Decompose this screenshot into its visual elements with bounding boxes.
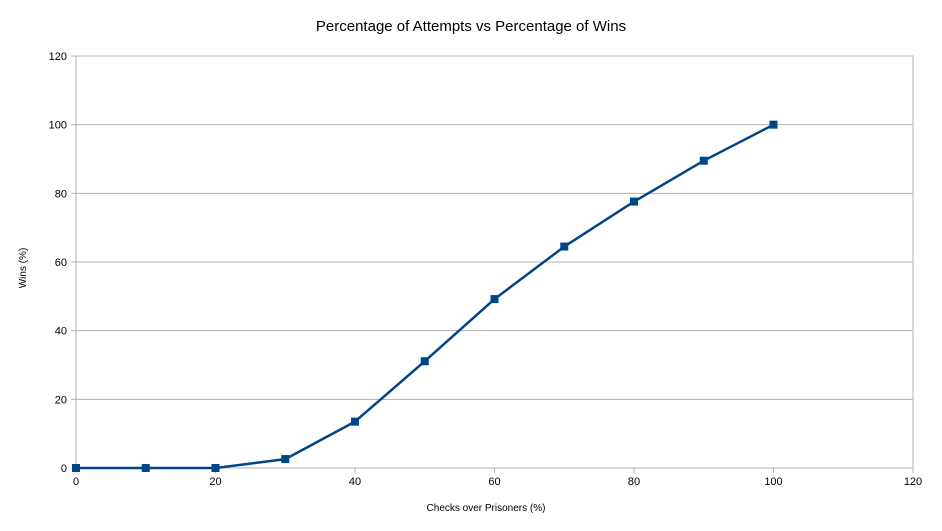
data-point-marker — [420, 357, 429, 366]
x-tick-label: 80 — [628, 476, 640, 488]
y-axis-ticks: 0 20 40 60 80 100 120 — [49, 51, 76, 475]
data-point-marker — [769, 120, 778, 129]
y-tick-label: 120 — [49, 51, 67, 63]
x-axis-ticks: 0 20 40 60 80 100 120 — [73, 468, 922, 488]
data-point-marker — [351, 417, 359, 426]
gridlines — [76, 55, 913, 469]
data-series — [72, 120, 778, 472]
x-axis-label: Checks over Prisoners (%) — [427, 503, 546, 514]
y-tick-label: 40 — [55, 326, 67, 338]
y-tick-label: 100 — [49, 120, 67, 132]
chart-title: Percentage of Attempts vs Percentage of … — [316, 18, 626, 35]
x-tick-label: 100 — [764, 476, 782, 488]
series-line — [76, 123, 775, 470]
data-point-marker — [281, 455, 290, 464]
y-tick-label: 60 — [55, 257, 67, 269]
data-point-marker — [141, 464, 150, 472]
data-point-marker — [72, 464, 80, 472]
y-tick-label: 20 — [55, 394, 67, 406]
x-tick-label: 0 — [73, 476, 79, 488]
x-tick-label: 20 — [209, 476, 221, 488]
y-tick-label: 80 — [55, 188, 67, 200]
data-point-marker — [560, 242, 569, 251]
data-point-marker — [699, 156, 708, 165]
data-point-marker — [630, 197, 638, 206]
data-point-marker — [211, 464, 220, 472]
x-tick-label: 40 — [349, 476, 361, 488]
y-axis-label: Wins (%) — [18, 248, 29, 289]
y-tick-label: 0 — [61, 463, 67, 475]
data-point-marker — [490, 295, 499, 304]
x-tick-label: 60 — [488, 476, 500, 488]
x-tick-label: 120 — [904, 476, 922, 488]
